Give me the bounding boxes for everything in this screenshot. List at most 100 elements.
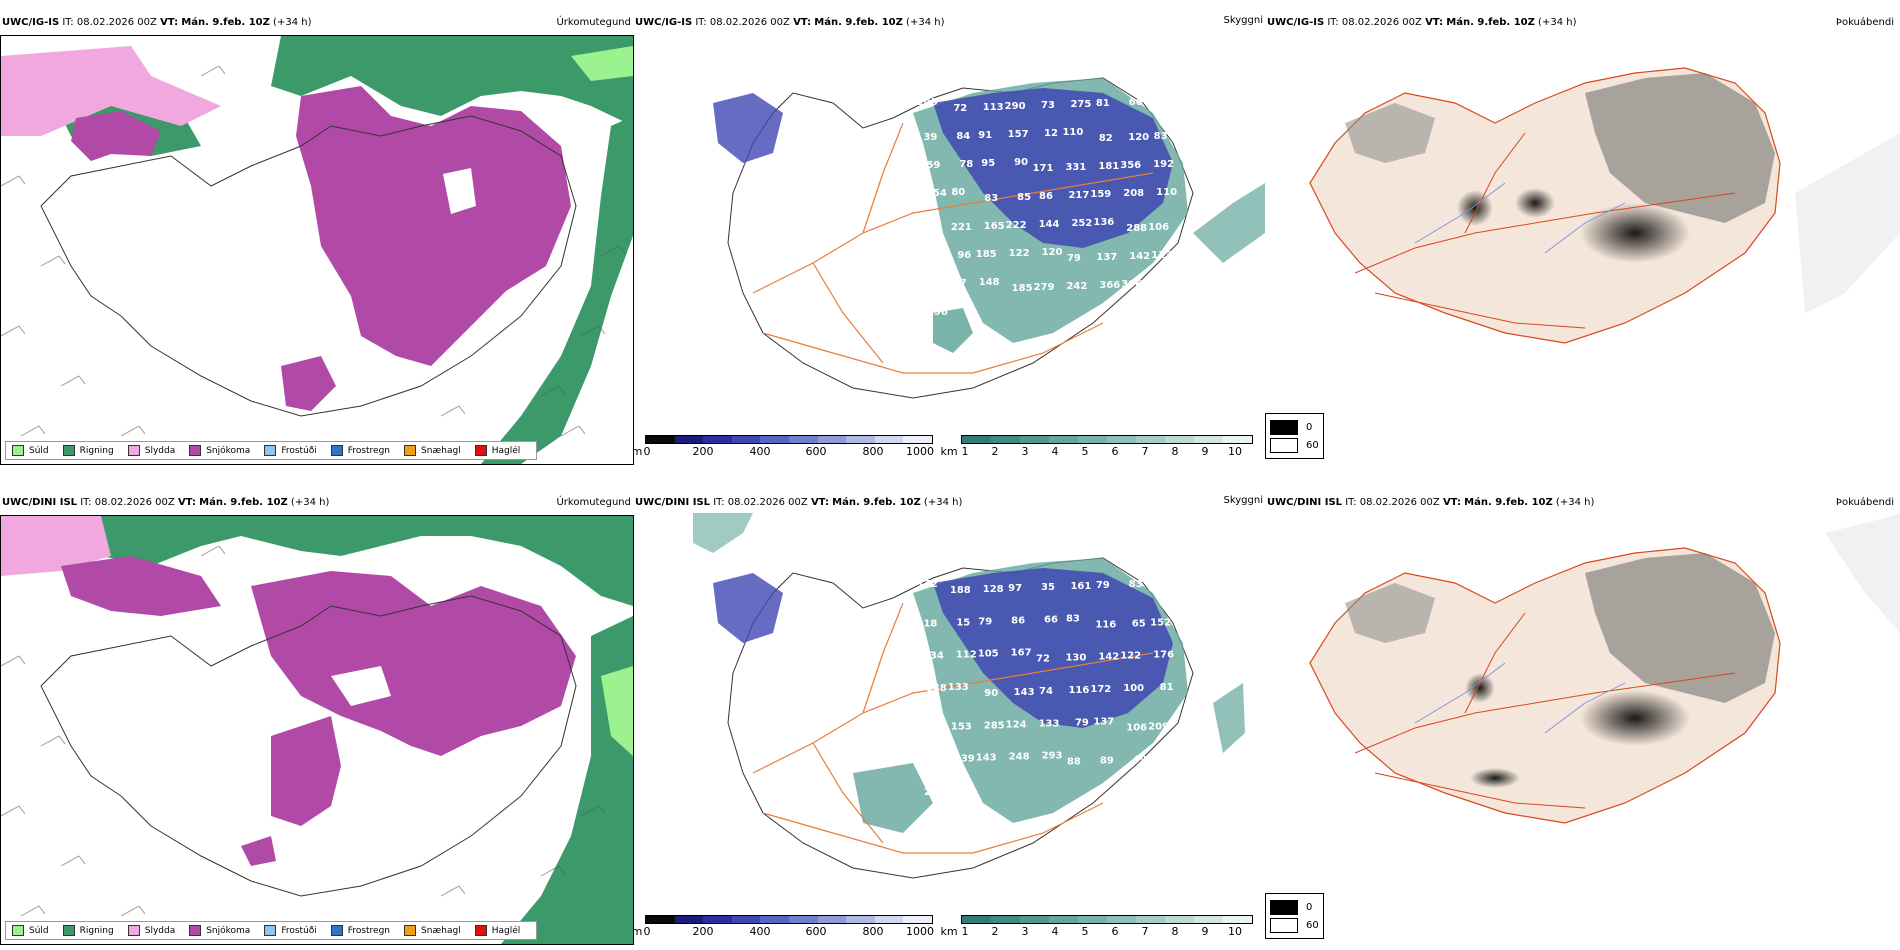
visibility-value-label: 79 [978,616,992,627]
precip-type-panel-2: UWC/DINI ISL IT: 08.02.2026 00Z VT: Mán.… [0,495,635,945]
visibility-value-label: 185 [1012,283,1033,294]
visibility-value-label: 185 [976,249,997,260]
visibility-value-label: 105 [978,649,999,660]
visibility-tick: 1 [961,925,969,938]
visibility-value-label: 85 [1155,754,1169,765]
visibility-tick: 4 [1051,445,1059,458]
panel-title-precip-2: UWC/DINI ISL IT: 08.02.2026 00Z VT: Mán.… [2,497,329,508]
visibility-tick: 9 [1201,925,1209,938]
visibility-value-label: 78 [959,159,973,170]
visibility-value-label: 331 [1065,162,1086,173]
visibility-value-label: 75 [949,786,963,797]
run-time: IT: 08.02.2026 00Z [713,497,808,508]
visibility-value-label: 145 [917,97,938,108]
visibility-value-label: 356 [1120,160,1141,171]
visibility-tick: 2 [991,445,999,458]
visibility-value-label: 157 [1008,129,1029,140]
visibility-value-label: 165 [984,221,1005,232]
precip-map-2[interactable]: Súld Rigning Slydda Snjókoma Frostúði Fr… [0,515,634,945]
run-time: IT: 08.02.2026 00Z [62,17,157,28]
visibility-value-label: 90 [984,688,998,699]
visibility-value-label: 242 [1066,281,1087,292]
valid-label: VT: [1425,17,1444,28]
visibility-value-label: 79 [1067,253,1081,264]
legend-item-rain: Rigning [62,445,114,456]
visibility-value-label: 83 [1066,613,1080,624]
visibility-value-label: 79 [1096,580,1110,591]
elevation-tick: 600 [805,445,827,458]
elevation-colorbar-labels: m 0 200 400 600 800 1000 [633,924,934,938]
visibility-colorbar-1: km 1 2 3 4 5 6 7 8 9 10 [940,435,1253,458]
legend-item-freezing-drizzle: Frostúði [264,445,317,456]
visibility-colorbar-labels: km 1 2 3 4 5 6 7 8 9 10 [940,924,1253,938]
visibility-value-label: 88 [1067,757,1081,768]
visibility-value-label: 86 [1039,191,1053,202]
visibility-value-label: 143 [1014,687,1035,698]
visibility-value-label: 137 [1096,252,1117,263]
precip-map-1[interactable]: Súld Rigning Slydda Snjókoma Frostúði Fr… [0,35,634,465]
visibility-value-label: 208 [1123,188,1144,199]
visibility-value-label: 172 [917,579,938,590]
visibility-value-label: 142 [1129,251,1150,262]
visibility-value-label: 59 [926,160,940,171]
lead-time: (+34 h) [290,497,330,508]
visibility-panel-2: UWC/DINI ISL IT: 08.02.2026 00Z VT: Mán.… [633,495,1265,945]
visibility-value-label: 122 [1009,248,1030,259]
visibility-value-label: 97 [1008,583,1022,594]
elevation-tick: 800 [862,445,884,458]
valid-label: VT: [810,497,829,508]
legend-item-drizzle: Súld [12,445,49,456]
fog-legend-low: 0 [1270,898,1319,916]
visibility-value-label: 116 [1068,685,1089,696]
visibility-value-label: 290 [1005,101,1026,112]
elevation-tick: 0 [643,445,651,458]
visibility-tick: 3 [1021,925,1029,938]
visibility-value-label: 110 [1156,187,1177,198]
precip-type-panel-1: UWC/IG-IS IT: 08.02.2026 00Z VT: Mán. 9.… [0,15,635,465]
visibility-value-label: 130 [1065,653,1086,664]
visibility-value-label: 133 [948,682,969,693]
visibility-value-label: 69 [1162,103,1176,114]
visibility-value-label: 65 [1132,618,1146,629]
lead-time: (+34 h) [906,17,945,28]
run-time: IT: 08.02.2026 00Z [1345,497,1440,508]
legend-item-freezing-rain: Frostregn [330,925,390,936]
precip-map-svg [1,36,633,464]
visibility-value-label: 106 [1126,722,1147,733]
visibility-value-label: 83 [1154,131,1168,142]
visibility-value-label: 159 [1090,189,1111,200]
model-label: UWC/DINI ISL [1267,497,1343,508]
elevation-tick: 400 [749,925,771,938]
visibility-value-label: 74 [1039,686,1053,697]
visibility-value-label: 133 [1039,718,1060,729]
panel-title-visibility-1: UWC/IG-IS IT: 08.02.2026 00Z VT: Mán. 9.… [635,17,944,28]
legend-item-freezing-rain: Frostregn [330,445,390,456]
visibility-value-label: 66 [1044,614,1058,625]
fog-legend-high: 60 [1270,916,1319,934]
visibility-value-label: 120 [1128,132,1149,143]
run-time: IT: 08.02.2026 00Z [695,17,790,28]
visibility-value-label: 120 [1042,247,1063,258]
visibility-map-2[interactable]: 172 188 128 97 35 161 79 83 70 18 15 79 86 66 83 116 65 1… [633,513,1265,913]
fog-map-1[interactable] [1265,33,1900,433]
elevation-tick: 200 [692,445,714,458]
visibility-tick: 5 [1081,445,1089,458]
valid-time: Mán. 9.feb. 10Z [199,497,288,508]
visibility-value-label: 181 [1098,161,1119,172]
visibility-value-label: 196 [927,307,948,318]
visibility-value-label: 116 [1095,619,1116,630]
visibility-tick: 8 [1171,445,1179,458]
elevation-tick: 1000 [906,445,934,458]
visibility-tick: 3 [1021,445,1029,458]
panel-title-fog-2: UWC/DINI ISL IT: 08.02.2026 00Z VT: Mán.… [1267,497,1594,508]
precip-legend-1: Súld Rigning Slydda Snjókoma Frostúði Fr… [5,441,538,460]
fog-map-2[interactable] [1265,513,1900,913]
lead-time: (+34 h) [923,497,963,508]
lead-time: (+34 h) [1538,17,1577,28]
visibility-value-label: 91 [978,130,992,141]
visibility-value-label: 110 [1062,127,1083,138]
fog-title: Þokuábendi [1835,17,1894,28]
visibility-value-label: 197 [946,278,967,289]
model-label: UWC/DINI ISL [2,497,78,508]
